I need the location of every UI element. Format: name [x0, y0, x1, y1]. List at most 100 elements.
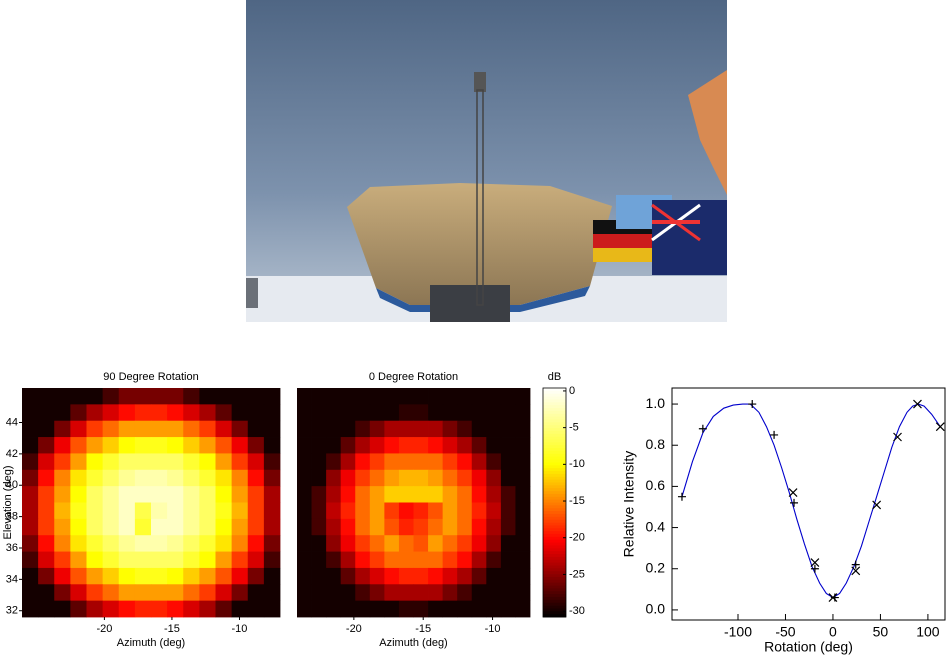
heat-cell	[457, 503, 472, 520]
heat-cell	[472, 388, 487, 405]
colorbar-strip	[543, 408, 566, 411]
heat-cell	[87, 584, 104, 601]
heat-cell	[248, 388, 265, 405]
heat-cell	[341, 470, 356, 487]
heat-cell	[216, 503, 233, 520]
heat-cell	[183, 519, 200, 536]
y-axis-label: Elevation (deg)	[2, 466, 14, 540]
heat-cell	[472, 437, 487, 454]
x-axis-label: Rotation (deg)	[764, 639, 853, 655]
colorbar-strip	[543, 485, 566, 488]
heat-cell	[355, 519, 370, 536]
heat-cell	[297, 519, 312, 536]
heat-cell	[119, 503, 136, 520]
heat-cell	[151, 470, 168, 487]
heat-cell	[297, 486, 312, 503]
colorbar-strip	[543, 514, 566, 517]
heat-cell	[248, 552, 265, 569]
heat-cell	[54, 421, 71, 438]
heat-cell	[326, 584, 341, 601]
heat-cell	[103, 568, 120, 585]
heat-cell	[151, 486, 168, 503]
heat-cell	[443, 486, 458, 503]
heat-cell	[167, 503, 184, 520]
x-axis-label: Azimuth (deg)	[379, 637, 447, 649]
heat-cell	[297, 601, 312, 618]
chart-title: 90 Degree Rotation	[103, 371, 198, 383]
heat-cell	[183, 535, 200, 552]
heat-cell	[297, 404, 312, 421]
colorbar-strip	[543, 611, 566, 614]
heat-cell	[151, 437, 168, 454]
x-tick-label: -100	[724, 624, 752, 640]
heat-cell	[341, 601, 356, 618]
heat-cell	[443, 388, 458, 405]
heat-cell	[135, 453, 152, 470]
colorbar-strip	[543, 591, 566, 594]
heat-cell	[103, 552, 120, 569]
heat-cell	[151, 421, 168, 438]
heat-cell	[312, 453, 327, 470]
colorbar-strip	[543, 583, 566, 586]
heat-cell	[355, 552, 370, 569]
colorbar-strip	[543, 580, 566, 583]
colorbar-strip	[543, 565, 566, 568]
heat-cell	[443, 404, 458, 421]
heat-cell	[22, 568, 39, 585]
heat-cell	[414, 601, 429, 618]
heat-cell	[326, 404, 341, 421]
heat-cell	[457, 404, 472, 421]
heat-cell	[103, 519, 120, 536]
heat-cell	[38, 421, 55, 438]
heat-cell	[501, 519, 516, 536]
colorbar-strip	[543, 491, 566, 494]
page: {"chart_data": [ {"type": "heatmap", "ti…	[0, 0, 951, 660]
heat-cell	[443, 437, 458, 454]
heat-cell	[312, 552, 327, 569]
heat-cell	[199, 601, 216, 618]
heat-cell	[486, 404, 501, 421]
colorbar-strip	[543, 468, 566, 471]
heat-cell	[22, 535, 39, 552]
heat-cell	[428, 421, 443, 438]
heat-cell	[70, 584, 87, 601]
heat-cell	[414, 404, 429, 421]
heat-cell	[248, 584, 265, 601]
y-tick-label: 36	[6, 542, 18, 554]
heat-cell	[486, 470, 501, 487]
heat-cell	[70, 519, 87, 536]
heat-cell	[87, 503, 104, 520]
heat-cell	[199, 503, 216, 520]
heat-cell	[428, 601, 443, 618]
heat-cell	[264, 421, 281, 438]
y-tick-label: 0.6	[646, 477, 666, 493]
heat-cell	[22, 404, 39, 421]
y-tick-label: 0.2	[646, 559, 666, 575]
heat-cell	[297, 388, 312, 405]
heat-cell	[232, 568, 249, 585]
heat-cell	[326, 437, 341, 454]
colorbar-tick-label: -25	[569, 568, 585, 580]
heat-cell	[297, 568, 312, 585]
heat-cell	[103, 486, 120, 503]
heat-cell	[355, 470, 370, 487]
heat-cell	[515, 568, 530, 585]
heat-cell	[384, 568, 399, 585]
heat-cell	[22, 519, 39, 536]
heat-cell	[515, 584, 530, 601]
heat-cell	[443, 568, 458, 585]
colorbar-strip	[543, 525, 566, 528]
heat-cell	[264, 584, 281, 601]
heat-cell	[232, 519, 249, 536]
colorbar-strip	[543, 419, 566, 422]
heat-cell	[70, 486, 87, 503]
heat-cell	[167, 601, 184, 618]
heat-cell	[38, 503, 55, 520]
colorbar-strip	[543, 571, 566, 574]
heat-cell	[443, 535, 458, 552]
heat-cell	[355, 486, 370, 503]
heat-cell	[457, 486, 472, 503]
heat-cell	[216, 470, 233, 487]
colorbar-strip	[543, 603, 566, 606]
heat-cell	[457, 535, 472, 552]
